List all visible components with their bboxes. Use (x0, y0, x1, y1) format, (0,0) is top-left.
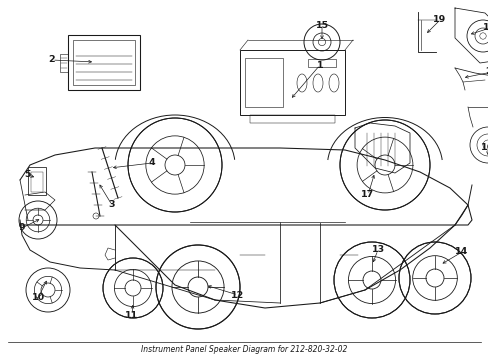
Text: 9: 9 (19, 224, 25, 233)
Text: 14: 14 (454, 248, 468, 256)
Bar (307, 59, 335, 67)
Bar (249, 115, 334, 123)
Text: 2: 2 (49, 55, 55, 64)
Bar (60, 54, 68, 72)
Bar (68, 35, 140, 90)
Text: 11: 11 (125, 310, 138, 320)
Text: 3: 3 (108, 201, 115, 210)
Bar (31, 172, 43, 192)
Text: Instrument Panel Speaker Diagram for 212-820-32-02: Instrument Panel Speaker Diagram for 212… (141, 346, 347, 355)
Bar (244, 58, 283, 107)
Text: 18: 18 (482, 23, 488, 32)
Text: 12: 12 (231, 291, 244, 300)
Text: 1: 1 (316, 60, 323, 69)
Text: 13: 13 (371, 246, 384, 255)
Text: 19: 19 (432, 15, 446, 24)
Bar (28, 167, 46, 195)
Text: 10: 10 (31, 293, 44, 302)
Text: 16: 16 (480, 144, 488, 153)
Bar (73, 40, 135, 85)
Text: 5: 5 (25, 171, 31, 180)
Text: 4: 4 (148, 158, 155, 167)
Text: 17: 17 (361, 190, 374, 199)
Text: 20: 20 (485, 68, 488, 77)
Bar (240, 50, 345, 115)
Text: 15: 15 (315, 21, 328, 30)
